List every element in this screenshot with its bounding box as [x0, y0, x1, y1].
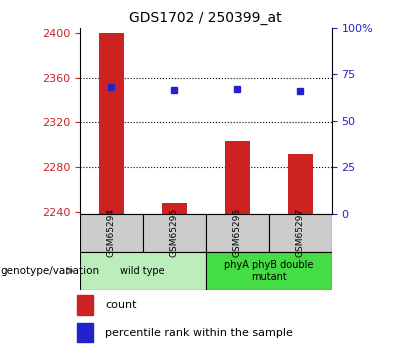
Text: wild type: wild type	[121, 266, 165, 276]
Text: phyA phyB double
mutant: phyA phyB double mutant	[224, 260, 313, 282]
Bar	[80, 252, 206, 290]
Bar	[206, 214, 269, 252]
Text: GSM65297: GSM65297	[296, 208, 305, 257]
Bar	[162, 203, 187, 214]
Text: GSM65295: GSM65295	[170, 208, 179, 257]
Bar	[99, 33, 124, 214]
Title: GDS1702 / 250399_at: GDS1702 / 250399_at	[129, 11, 282, 25]
Bar	[77, 295, 94, 315]
Text: GSM65296: GSM65296	[233, 208, 242, 257]
Bar	[77, 323, 94, 342]
Text: count: count	[105, 300, 137, 310]
Bar	[143, 214, 206, 252]
Bar	[288, 154, 313, 214]
Text: genotype/variation: genotype/variation	[0, 266, 99, 276]
Bar	[269, 214, 332, 252]
Text: percentile rank within the sample: percentile rank within the sample	[105, 328, 293, 338]
Bar	[80, 214, 143, 252]
Text: GSM65294: GSM65294	[107, 208, 116, 257]
Bar	[206, 252, 332, 290]
Bar	[225, 141, 250, 214]
